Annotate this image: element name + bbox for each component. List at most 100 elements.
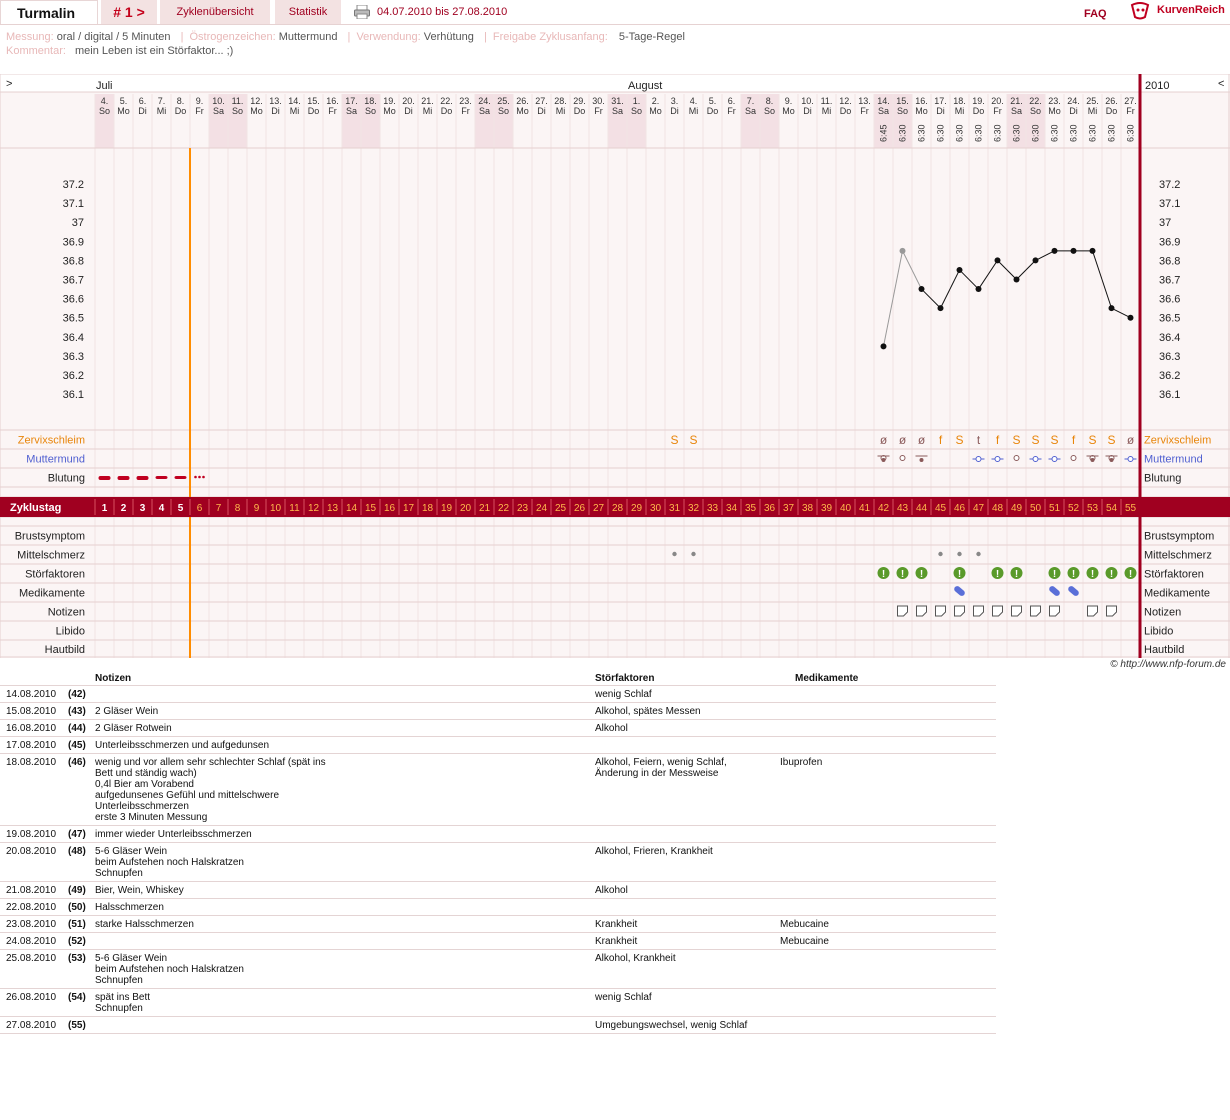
bleeding-mark (98, 476, 111, 480)
disturbance-icon (877, 567, 890, 579)
row-cycle-day: (53) (68, 953, 86, 964)
day-number: 29. (573, 96, 586, 106)
table-row: 25.08.2010 (53) 5-6 Gläser Wein beim Aufst… (0, 950, 996, 989)
day-number: 21. (421, 96, 434, 106)
row-disturbance: wenig Schlaf (595, 992, 652, 1003)
row-cycle-day: (50) (68, 902, 86, 913)
tab-cycle-overview[interactable]: Zyklenübersicht (160, 0, 270, 24)
cycle-day-number: 32 (688, 503, 700, 514)
nav-next-icon: < (1218, 78, 1224, 90)
month-header-band (0, 74, 1230, 92)
pill-icon (1068, 586, 1079, 596)
cycle-day-number: 22 (498, 503, 510, 514)
usage-label: Verwendung: (356, 31, 421, 43)
y-tick-left: 36.1 (63, 389, 84, 401)
measure-time: 6:30 (898, 124, 908, 142)
row-medication: Ibuprofen (780, 757, 823, 768)
y-tick-left: 37.2 (63, 179, 84, 191)
faq-link[interactable]: FAQ (1084, 8, 1107, 20)
day-number: 9. (785, 96, 793, 106)
day-number: 10. (212, 96, 225, 106)
year-label: 2010 (1145, 80, 1169, 92)
row-disturbance: Umgebungswechsel, wenig Schlaf (595, 1020, 748, 1031)
day-weekday: So (498, 106, 509, 116)
day-number: 31. (611, 96, 624, 106)
usage-value: Verhütung (423, 31, 474, 43)
day-number: 7. (158, 96, 166, 106)
day-weekday: Sa (479, 106, 490, 116)
day-weekday: Sa (346, 106, 357, 116)
note-icon (935, 605, 946, 617)
row-note: 2 Gläser Wein (95, 706, 159, 717)
measure-time: 6:30 (936, 124, 946, 142)
day-number: 23. (1048, 96, 1061, 106)
cycle-day-number: 12 (308, 503, 320, 514)
table-row: 26.08.2010 (54) spät ins Bett Schnupfen wen… (0, 989, 996, 1017)
day-number: 25. (497, 96, 510, 106)
date-range: 04.07.2010 bis 27.08.2010 (377, 6, 508, 18)
disturbance-icon-mark: ! (996, 569, 999, 580)
weekend-shade (95, 94, 114, 148)
row-date: 15.08.2010 (6, 706, 57, 717)
mucus-symbol: S (1050, 433, 1058, 447)
row-note: Bier, Wein, Whiskey (95, 885, 184, 896)
printer-icon[interactable] (354, 4, 370, 20)
day-weekday: So (631, 106, 642, 116)
y-tick-right: 36.1 (1159, 389, 1180, 401)
day-number: 22. (1029, 96, 1042, 106)
measure-time: 6:30 (1088, 124, 1098, 142)
y-tick-right: 36.5 (1159, 313, 1180, 325)
month-label: Juli (96, 80, 113, 92)
day-number: 6. (139, 96, 147, 106)
day-number: 18. (953, 96, 966, 106)
note-icon (897, 605, 908, 617)
day-number: 8. (766, 96, 774, 106)
cycle-day-number: 27 (593, 503, 605, 514)
mucus-symbol: f (996, 433, 1000, 447)
cycle-day-number: 21 (479, 503, 491, 514)
row-date: 27.08.2010 (6, 1020, 57, 1031)
y-tick-right: 36.3 (1159, 351, 1180, 363)
mucus-symbol: S (1031, 433, 1039, 447)
cervix-dot (1109, 458, 1114, 462)
header-meds: Medikamente (795, 673, 859, 684)
day-number: 6. (728, 96, 736, 106)
row-label-meds: Medikamente (19, 588, 85, 600)
disturbance-icon (1124, 567, 1137, 579)
day-number: 18. (364, 96, 377, 106)
row-disturbance: Alkohol (595, 885, 628, 896)
y-tick-left: 36.5 (63, 313, 84, 325)
cycle-nav-tab[interactable]: # 1 > (101, 0, 157, 24)
day-weekday: Mi (1088, 106, 1098, 116)
row-note: immer wieder Unterleibsschmerzen (95, 829, 252, 840)
mucus-symbol: ø (918, 433, 926, 447)
cycle-day-number: 39 (821, 503, 833, 514)
temperature-point (1032, 257, 1039, 264)
disturbance-icon (896, 567, 909, 579)
day-weekday: Do (707, 106, 719, 116)
note-icon (1011, 605, 1022, 617)
measure-value: oral / digital / 5 Minuten (56, 31, 171, 43)
cycle-day-number: 54 (1106, 503, 1118, 514)
cycle-day-number: 45 (935, 503, 947, 514)
table-header-row: Notizen Störfaktoren Medikamente (0, 670, 996, 686)
day-number: 5. (709, 96, 717, 106)
row-label-cervix: Muttermund (26, 454, 85, 466)
tab-statistics[interactable]: Statistik (275, 0, 341, 24)
day-weekday: So (764, 106, 775, 116)
brand-tab[interactable]: Turmalin (0, 0, 98, 24)
cervix-circle (1013, 455, 1020, 461)
table-row: 19.08.2010 (47) immer wieder Unterleibssch… (0, 826, 996, 843)
y-tick-right: 36.7 (1159, 275, 1180, 287)
day-weekday: So (99, 106, 110, 116)
row-date: 17.08.2010 (6, 740, 57, 751)
y-tick-left: 37.1 (63, 198, 84, 210)
day-number: 10. (801, 96, 814, 106)
day-number: 5. (120, 96, 128, 106)
table-row: 20.08.2010 (48) 5-6 Gläser Wein beim Aufst… (0, 843, 996, 882)
row-note: 5-6 Gläser Wein beim Aufstehen noch Hals… (95, 953, 244, 986)
zyklustag-label: Zyklustag (10, 502, 61, 514)
cycle-day-number: 11 (289, 503, 300, 514)
day-weekday: Mo (250, 106, 263, 116)
mucus-symbol: S (1107, 433, 1115, 447)
